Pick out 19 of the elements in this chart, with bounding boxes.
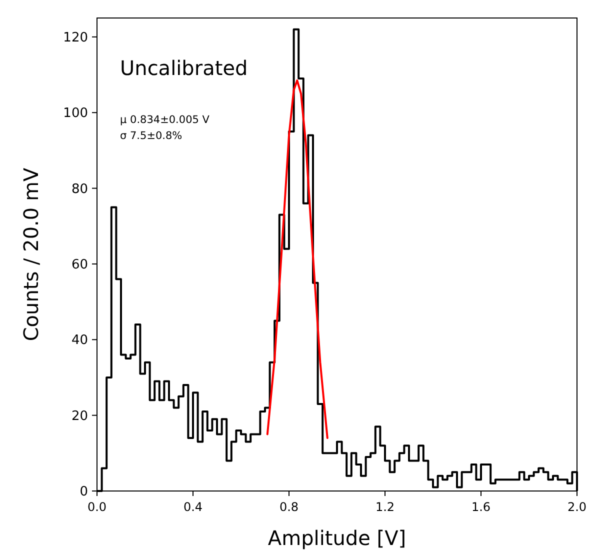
y-tick-label: 20 — [71, 408, 88, 424]
y-tick-label: 120 — [63, 30, 88, 46]
x-tick-label: 0.8 — [279, 500, 299, 514]
annotation: σ 7.5±0.8% — [120, 130, 182, 142]
x-tick-label: 0.4 — [183, 500, 203, 514]
y-tick-label: 80 — [71, 182, 88, 197]
y-tick-label: 40 — [71, 333, 88, 348]
y-axis-title: Counts / 20.0 mV — [19, 168, 43, 342]
y-tick-label: 0 — [80, 484, 88, 500]
x-tick-label: 2.0 — [567, 500, 587, 514]
x-tick-label: 0.0 — [87, 500, 107, 514]
annotation: Uncalibrated — [120, 56, 248, 80]
x-axis-title: Amplitude [V] — [268, 526, 406, 550]
x-tick-label: 1.6 — [471, 500, 491, 514]
y-tick-label: 60 — [71, 257, 88, 272]
x-tick-label: 1.2 — [375, 500, 395, 514]
y-tick-label: 100 — [63, 106, 88, 122]
line-series — [266, 79, 328, 440]
annotation: μ 0.834±0.005 V — [120, 114, 210, 126]
